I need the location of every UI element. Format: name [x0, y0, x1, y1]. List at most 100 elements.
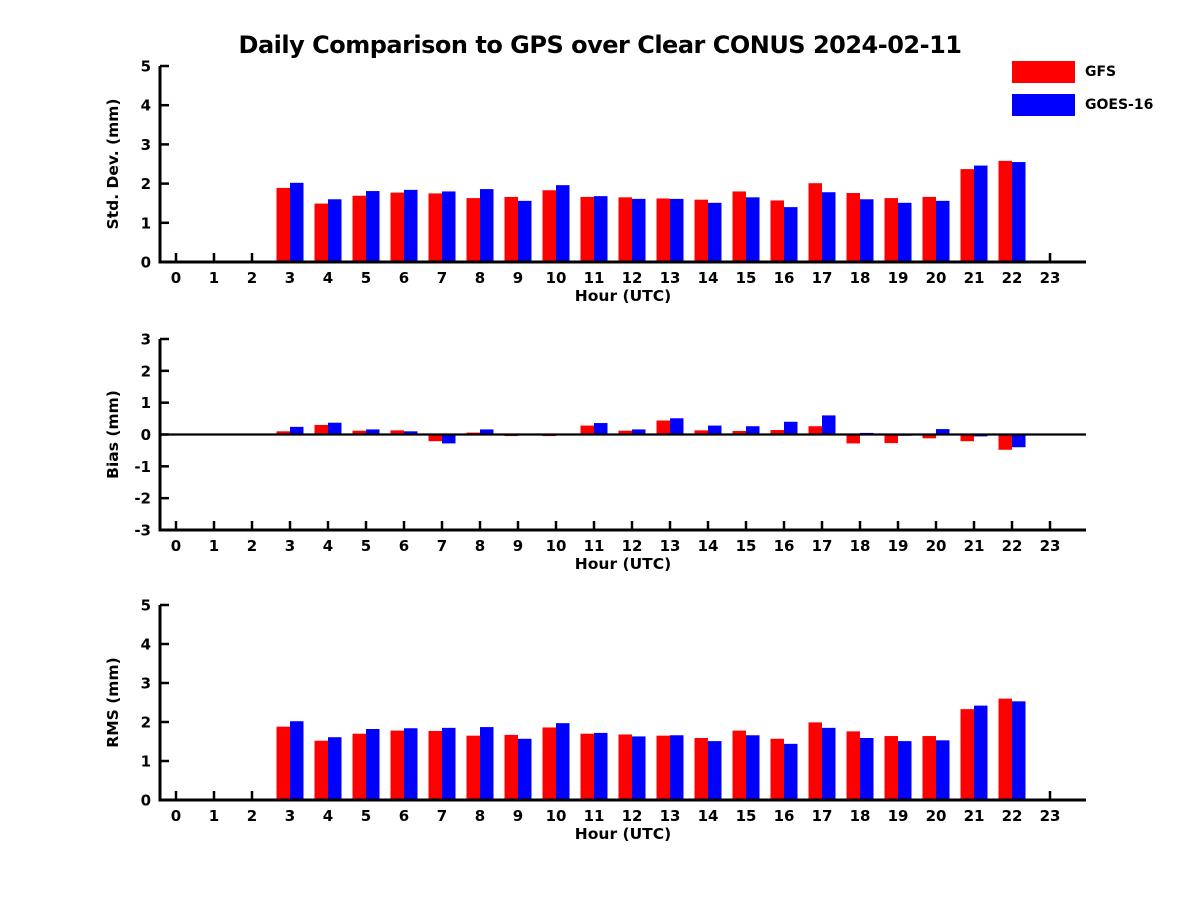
bar [1012, 162, 1026, 262]
x-tick-label: 21 [964, 537, 985, 555]
bar [936, 740, 950, 800]
x-tick-label: 16 [774, 537, 795, 555]
x-tick-label: 4 [323, 537, 333, 555]
y-tick-label: 2 [141, 362, 151, 380]
x-tick-label: 18 [850, 269, 871, 287]
x-tick-label: 13 [660, 537, 681, 555]
y-tick-label: -1 [134, 458, 151, 476]
x-tick-label: 23 [1040, 537, 1061, 555]
y-tick-label: 1 [141, 214, 151, 232]
x-tick-label: 2 [247, 537, 257, 555]
x-tick-label: 13 [660, 807, 681, 825]
legend-item-goes16: GOES-16 [1012, 94, 1153, 116]
bar [276, 431, 290, 435]
y-ticks: 0 1 2 3 4 5 [141, 58, 169, 272]
bar [860, 199, 874, 262]
y-ticks: 0 1 2 3 4 5 [141, 597, 169, 810]
bar [580, 196, 594, 262]
bar [708, 741, 722, 800]
bar [352, 195, 366, 262]
x-tick-label: 23 [1040, 807, 1061, 825]
x-tick-label: 20 [926, 537, 947, 555]
bar [632, 736, 646, 800]
bar [670, 735, 684, 800]
bar [542, 727, 556, 800]
legend-swatch-goes16 [1012, 94, 1075, 116]
y-tick-label: 0 [141, 792, 151, 810]
bars-goes-16 [290, 701, 1026, 800]
bars-gfs [276, 420, 1012, 450]
bar [290, 182, 304, 262]
bar [732, 191, 746, 262]
x-tick-label: 10 [546, 807, 567, 825]
bar [822, 415, 836, 435]
x-tick-label: 19 [888, 807, 909, 825]
bar [442, 191, 456, 262]
bar [366, 729, 380, 800]
x-tick-label: 15 [736, 537, 757, 555]
bar [466, 735, 480, 800]
bar [974, 165, 988, 262]
x-tick-label: 21 [964, 269, 985, 287]
x-tick-label: 11 [584, 269, 605, 287]
bar [822, 192, 836, 262]
bar [974, 705, 988, 800]
y-tick-label: 5 [141, 58, 151, 76]
bar [770, 738, 784, 800]
y-tick-label: 2 [141, 714, 151, 732]
bar [936, 429, 950, 435]
bar [656, 735, 670, 800]
bar [746, 426, 760, 435]
bar [480, 429, 494, 435]
x-tick-label: 16 [774, 807, 795, 825]
chart-title: Daily Comparison to GPS over Clear CONUS… [238, 31, 962, 59]
x-tick-label: 17 [812, 269, 833, 287]
bar [594, 423, 608, 435]
x-tick-label: 2 [247, 269, 257, 287]
x-tick-label: 13 [660, 269, 681, 287]
x-tick-label: 5 [361, 537, 371, 555]
y-tick-label: 4 [141, 97, 151, 115]
bar [594, 196, 608, 262]
x-tick-label: 22 [1002, 807, 1023, 825]
x-tick-label: 10 [546, 537, 567, 555]
x-tick-label: 21 [964, 807, 985, 825]
bar [352, 430, 366, 435]
bar [884, 198, 898, 262]
bar [466, 198, 480, 262]
y-tick-label: 0 [141, 254, 151, 272]
x-tick-label: 7 [437, 807, 447, 825]
x-tick-labels: 0 1 2 3 4 5 6 7 8 9 10 11 12 13 14 15 16 17 18 19 20 21 22 23 [171, 807, 1061, 825]
bar [784, 207, 798, 262]
bar [632, 198, 646, 262]
x-tick-label: 19 [888, 537, 909, 555]
x-tick-label: 12 [622, 807, 643, 825]
y-tick-label: 4 [141, 636, 151, 654]
bar [390, 192, 404, 262]
x-tick-label: 3 [285, 537, 295, 555]
bar [428, 193, 442, 262]
y-tick-label: 2 [141, 175, 151, 193]
bar [314, 740, 328, 800]
bar [276, 187, 290, 262]
x-tick-labels: 0 1 2 3 4 5 6 7 8 9 10 11 12 13 14 15 16 17 18 19 20 21 22 23 [171, 537, 1061, 555]
x-tick-label: 22 [1002, 537, 1023, 555]
x-tick-label: 5 [361, 269, 371, 287]
bar [998, 160, 1012, 262]
bar [860, 737, 874, 800]
x-tick-label: 15 [736, 807, 757, 825]
bar [428, 730, 442, 800]
bar [328, 199, 342, 262]
x-tick-label: 9 [513, 269, 523, 287]
x-tick-label: 17 [812, 537, 833, 555]
bar [556, 185, 570, 262]
bar [290, 426, 304, 435]
x-tick-label: 8 [475, 269, 485, 287]
bar [618, 197, 632, 262]
x-tick-label: 0 [171, 807, 181, 825]
bar [314, 203, 328, 262]
x-tick-label: 11 [584, 807, 605, 825]
